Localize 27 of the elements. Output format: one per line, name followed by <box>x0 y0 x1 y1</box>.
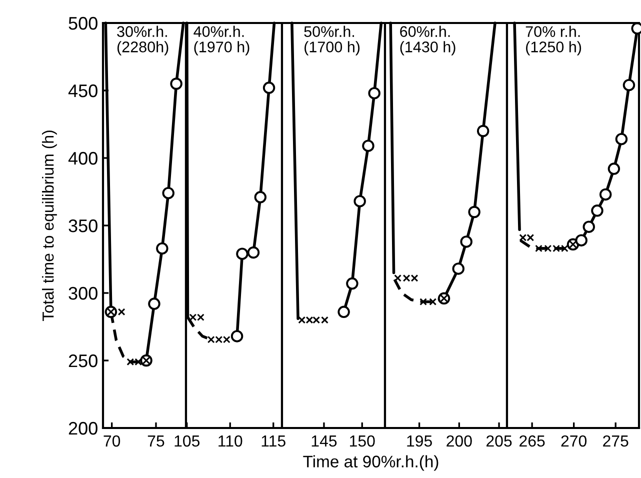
x-tick-label: 270 <box>561 435 587 447</box>
annotation: 40%r.h. (1970 h) <box>194 26 250 56</box>
x-tick-label: 275 <box>603 435 628 447</box>
y-tick-label: 350 <box>68 219 98 232</box>
y-tick-label: 500 <box>68 16 98 30</box>
x-tick-label: 70 <box>104 435 120 447</box>
y-tick-label: 300 <box>68 286 98 300</box>
annotation: 70% r.h. (1250 h) <box>526 26 582 56</box>
y-tick-label: 200 <box>68 422 98 435</box>
y-tick-label: 250 <box>68 354 98 368</box>
y-tick-label: 400 <box>68 152 98 165</box>
y-tick-label: 450 <box>68 84 98 98</box>
x-tick-label: 200 <box>446 435 472 447</box>
x-tick-label: 75 <box>148 436 164 447</box>
annotation: 60%r.h. (1430 h) <box>400 26 456 56</box>
x-tick-label: 115 <box>262 436 286 447</box>
annotation: 30%r.h. (2280h) <box>117 26 168 56</box>
x-tick-label: 145 <box>312 436 337 447</box>
x-axis-title: Time at 90%r.h.(h) <box>303 455 438 471</box>
x-tick-label: 110 <box>218 435 242 447</box>
x-tick-label: 105 <box>174 435 200 447</box>
x-tick-label: 265 <box>520 435 545 447</box>
x-tick-label: 195 <box>407 435 432 447</box>
x-tick-label: 205 <box>486 435 512 447</box>
annotation: 50%r.h. (1700 h) <box>304 26 360 56</box>
x-tick-label: 150 <box>350 435 375 447</box>
y-axis-title: Total time to equilibrium (h) <box>42 130 57 321</box>
